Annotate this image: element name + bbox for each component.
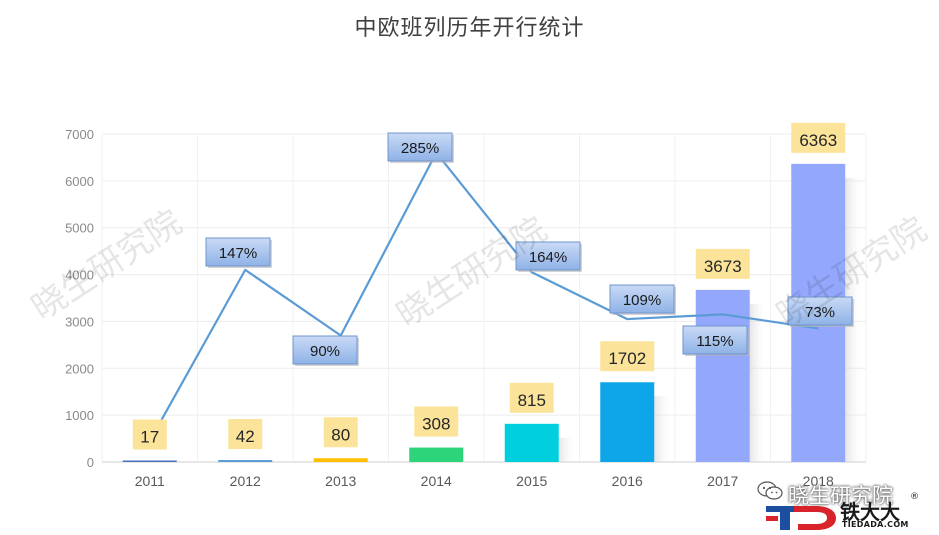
- footer-account-name: 晓生研究院: [788, 484, 893, 508]
- growth-label: 90%: [310, 343, 340, 360]
- bar: [409, 447, 464, 462]
- growth-label-box: [609, 284, 675, 314]
- x-tick-label: 2013: [325, 473, 356, 489]
- growth-label-box: [682, 325, 748, 355]
- growth-label: 164%: [529, 249, 567, 266]
- x-tick-label: 2015: [516, 473, 547, 489]
- data-label-bg: [509, 382, 554, 413]
- growth-label: 115%: [696, 333, 733, 350]
- growth-label-box: [292, 335, 358, 365]
- data-label: 308: [422, 415, 450, 434]
- label-layer: 17 42 80 308 815 1702 3673 6363 147% 90% 285% 164% 1…: [132, 122, 854, 450]
- data-label: 3673: [704, 257, 742, 276]
- x-tick-label: 2017: [707, 473, 738, 489]
- bar: [122, 460, 177, 462]
- bar-shadow: [845, 177, 864, 462]
- x-tick-label: 2014: [421, 473, 452, 489]
- y-tick-label: 4000: [65, 268, 94, 283]
- bar-layer: [122, 163, 864, 462]
- data-label-bg: [791, 122, 846, 153]
- y-tick-label: 2000: [65, 361, 94, 376]
- bar: [695, 289, 750, 462]
- wechat-icon: [757, 481, 783, 500]
- data-label: 1702: [608, 349, 646, 368]
- growth-label: 147%: [219, 245, 257, 262]
- bar: [600, 382, 655, 462]
- growth-rate-line: [148, 151, 819, 442]
- growth-label: 285%: [401, 140, 439, 157]
- brand-name: 铁大大: [840, 500, 900, 524]
- bar: [504, 423, 559, 462]
- data-label: 17: [140, 428, 159, 447]
- data-label-bg: [132, 419, 167, 450]
- bar-shadow: [749, 303, 768, 462]
- chart-title: 中欧班列历年开行统计: [354, 16, 585, 41]
- growth-line-layer: [148, 151, 819, 442]
- bar: [218, 460, 273, 462]
- brand-domain: TIEDADA.COM: [842, 520, 909, 529]
- data-label: 6363: [799, 131, 837, 150]
- y-tick-label: 1000: [65, 408, 94, 423]
- x-tick-label: 2016: [612, 473, 643, 489]
- y-tick-label: 3000: [65, 314, 94, 329]
- y-tick-label: 5000: [65, 221, 94, 236]
- growth-label-box: [387, 132, 453, 162]
- tiedada-logo-icon: [766, 506, 836, 530]
- growth-label-box: [787, 296, 853, 326]
- x-tick-label: 2011: [135, 473, 165, 489]
- x-tick-label: 2012: [230, 473, 261, 489]
- growth-label-box: [515, 241, 581, 271]
- data-label-bg: [323, 417, 358, 448]
- data-label-bg: [228, 419, 263, 450]
- data-label: 80: [331, 425, 350, 444]
- y-tick-label: 6000: [65, 174, 94, 189]
- growth-label-box: [205, 237, 271, 267]
- data-label-bg: [695, 248, 750, 279]
- bar-shadow: [558, 437, 577, 462]
- y-tick-label: 0: [87, 455, 94, 470]
- registered-mark: ®: [910, 492, 919, 502]
- bar-shadow: [654, 396, 673, 462]
- data-label-bg: [600, 341, 655, 372]
- y-tick-label: 7000: [65, 127, 94, 142]
- data-label: 815: [518, 391, 546, 410]
- growth-label: 109%: [623, 292, 661, 309]
- growth-label: 73%: [805, 304, 835, 321]
- x-tick-label: 2018: [803, 473, 834, 489]
- bar: [313, 458, 368, 462]
- data-label: 42: [236, 427, 255, 446]
- data-label-bg: [414, 406, 459, 437]
